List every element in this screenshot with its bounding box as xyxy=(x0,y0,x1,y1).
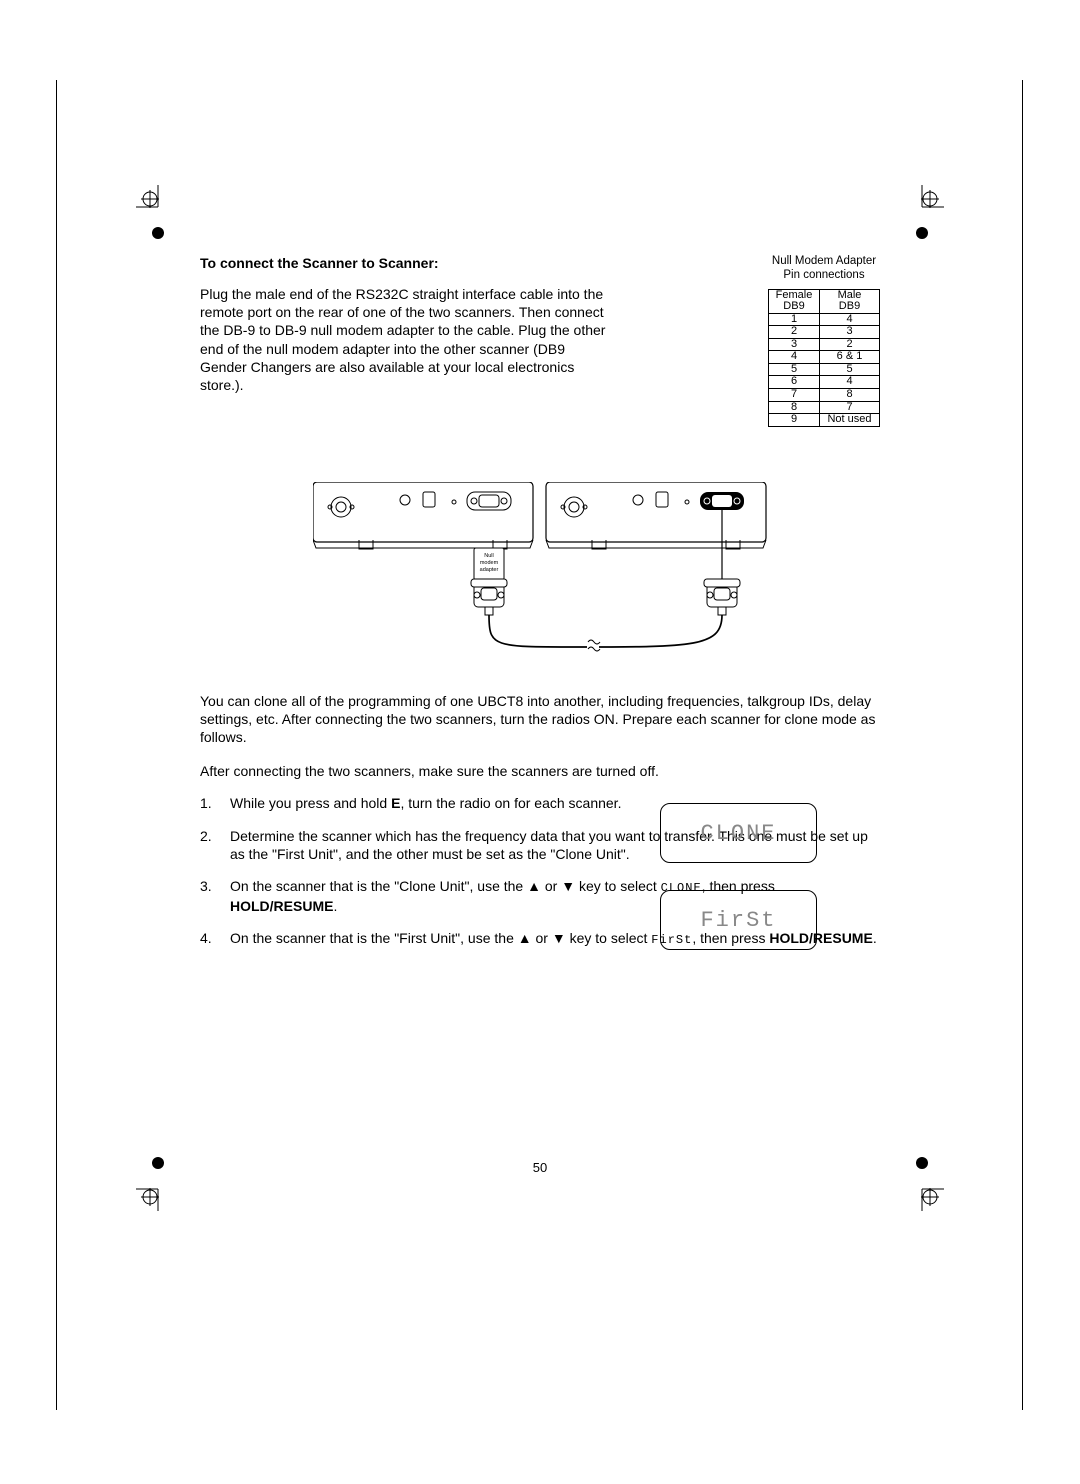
pin-connection-table: Female DB9 Male DB9 14 23 32 46 & 1 55 6… xyxy=(768,289,880,427)
adapter-label-3: adapter xyxy=(479,567,498,573)
pin-col1: Female DB9 xyxy=(769,289,820,313)
intro-paragraph: Plug the male end of the RS232C straight… xyxy=(200,285,615,394)
up-arrow-icon: ▲ xyxy=(518,930,532,946)
table-cell: 1 xyxy=(769,313,820,326)
ruler-right xyxy=(1022,80,1023,1410)
table-cell: 6 & 1 xyxy=(820,351,880,364)
para-turnoff: After connecting the two scanners, make … xyxy=(200,762,880,780)
table-cell: 4 xyxy=(820,313,880,326)
table-cell: 2 xyxy=(820,338,880,351)
step4-text-c: key to select xyxy=(566,930,652,946)
adapter-label-2: modem xyxy=(479,560,498,566)
crop-mark-br xyxy=(900,1155,940,1195)
ruler-left xyxy=(56,80,57,1410)
step1-text-b: , turn the radio on for each scanner. xyxy=(400,795,621,811)
adapter-label-1: Null xyxy=(484,553,493,559)
crop-mark-tr xyxy=(900,185,940,225)
table-cell: 7 xyxy=(820,401,880,414)
table-cell: 3 xyxy=(820,326,880,339)
step3-key: HOLD/RESUME xyxy=(230,898,333,914)
para-clone-explain: You can clone all of the programming of … xyxy=(200,692,880,747)
table-cell: 3 xyxy=(769,338,820,351)
pin-caption-2: Pin connections xyxy=(783,269,864,281)
table-cell: 9 xyxy=(769,414,820,427)
pin-table-box: Null Modem Adapter Pin connections Femal… xyxy=(768,255,880,427)
page-number: 50 xyxy=(200,1160,880,1403)
section-heading: To connect the Scanner to Scanner: xyxy=(200,255,615,271)
pin-caption-1: Null Modem Adapter xyxy=(772,255,876,267)
table-cell: 2 xyxy=(769,326,820,339)
scanner-connection-diagram: Null modem adapter xyxy=(313,482,768,662)
step3-text-c: key to select xyxy=(575,878,661,894)
crop-mark-tl xyxy=(136,185,176,225)
table-cell: 5 xyxy=(820,363,880,376)
up-arrow-icon: ▲ xyxy=(527,878,541,894)
step3-text-b: or xyxy=(541,878,561,894)
table-cell: 5 xyxy=(769,363,820,376)
down-arrow-icon: ▼ xyxy=(561,878,575,894)
table-cell: 7 xyxy=(769,388,820,401)
table-cell: 4 xyxy=(769,351,820,364)
table-cell: 6 xyxy=(769,376,820,389)
lcd-first: FirSt xyxy=(660,890,817,950)
down-arrow-icon: ▼ xyxy=(552,930,566,946)
step4-text-a: On the scanner that is the "First Unit",… xyxy=(230,930,518,946)
table-cell: 8 xyxy=(820,388,880,401)
pin-col2: Male DB9 xyxy=(820,289,880,313)
crop-mark-bl xyxy=(136,1155,176,1195)
table-cell: Not used xyxy=(820,414,880,427)
table-cell: 4 xyxy=(820,376,880,389)
step4-text-b: or xyxy=(532,930,552,946)
table-cell: 8 xyxy=(769,401,820,414)
step1-text-a: While you press and hold xyxy=(230,795,391,811)
lcd-clone: CLONE xyxy=(660,803,817,863)
step3-text-a: On the scanner that is the "Clone Unit",… xyxy=(230,878,527,894)
